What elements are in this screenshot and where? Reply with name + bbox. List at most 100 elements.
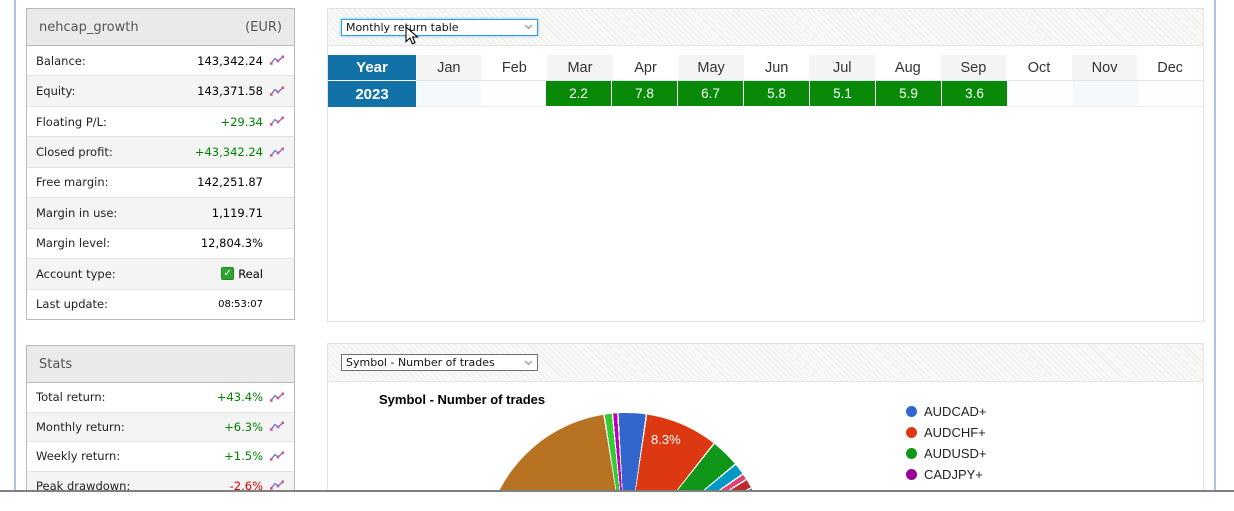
legend-dot-icon [906,468,917,480]
month-header: Jul [809,55,876,81]
account-panel-header: nehcap_growth (EUR) [27,9,294,46]
pie-chart-title: Symbol - Number of trades [379,392,546,407]
account-row-floating-pl: Floating P/L: +29.34 [27,106,294,138]
row-value: 143,342.24 [197,53,263,68]
row-value: +29.34 [220,114,263,129]
return-cell-nov [1073,81,1138,107]
account-row-free-margin: Free margin: 142,251.87 [27,167,294,199]
sparkline-chart-icon[interactable] [270,86,285,97]
row-label: Free margin: [36,175,109,190]
symbol-panel-toolbar: Symbol - Number of trades [328,344,1203,382]
legend-dot-icon [906,447,917,459]
real-account-checkbox-icon: ✓ [221,267,235,281]
account-name: nehcap_growth [39,19,139,35]
chevron-down-icon [520,359,537,366]
row-label: Weekly return: [36,449,121,464]
account-row-closed-profit: Closed profit: +43,342.24 [27,137,294,168]
row-label: Equity: [36,84,76,99]
row-label: Peak drawdown: [36,478,131,493]
row-label: Closed profit: [36,145,113,160]
legend-item-audchf[interactable]: AUDCHF+ [906,424,987,440]
row-value: 142,251.87 [197,175,263,190]
page-border-right [1214,0,1216,490]
monthly-panel-toolbar: Monthly return table [328,9,1203,46]
account-row-balance: Balance: 143,342.24 [27,46,294,77]
return-cell-sep: 3.6 [942,81,1008,107]
row-label: Monthly return: [36,419,125,434]
stats-row-weekly-return: Weekly return: +1.5% [27,442,294,472]
chart-type-select[interactable]: Symbol - Number of trades [341,354,538,371]
view-mode-select[interactable]: Monthly return table [341,18,538,36]
legend-dot-icon [906,426,917,438]
legend-label: AUDCHF+ [924,424,986,440]
stats-panel: Stats Total return: +43.4% Monthly retur… [26,345,295,511]
sparkline-chart-icon[interactable] [270,480,285,491]
month-header: Aug [875,55,941,81]
return-cell-jun: 5.8 [744,81,810,107]
row-label: Account type: [36,266,116,281]
stats-title: Stats [39,356,73,372]
year-header-cell: Year [328,55,416,81]
page-border-left [14,0,16,490]
monthly-return-panel: Monthly return table Year Jan Feb Mar Ap… [327,8,1204,322]
table-header-row: Year Jan Feb Mar Apr May Jun Jul Aug Sep… [328,55,1203,81]
pie-slice-label: 8.3% [651,432,681,447]
sparkline-chart-icon[interactable] [270,392,285,403]
stats-row-total-return: Total return: +43.4% [27,383,294,413]
row-value: +43.4% [216,390,263,405]
row-value: +1.5% [224,449,263,464]
mouse-cursor [405,25,419,50]
row-label: Total return: [36,390,106,405]
symbol-trades-panel: Symbol - Number of trades Symbol - Numbe… [327,343,1204,511]
return-cell-jul: 5.1 [810,81,876,107]
screen-below-edge [0,492,1234,511]
sparkline-chart-icon[interactable] [270,55,285,66]
screen-bottom-edge [0,490,1234,492]
table-row-2023: 2023 2.2 7.8 6.7 5.8 5.1 5.9 3.6 [328,81,1203,107]
row-value: 1,119.71 [211,205,263,220]
row-value: -2.6% [229,478,263,493]
legend-label: CADJPY+ [924,466,983,482]
select-value: Symbol - Number of trades [346,356,495,369]
account-row-account-type: Account type: ✓ Real [27,259,294,290]
row-value: 08:53:07 [218,298,263,310]
account-currency: (EUR) [245,19,282,35]
row-label: Floating P/L: [36,114,107,129]
sparkline-chart-icon[interactable] [270,421,285,432]
return-cell-aug: 5.9 [876,81,942,107]
account-panel: nehcap_growth (EUR) Balance: 143,342.24 … [26,8,295,320]
legend-item-audusd[interactable]: AUDUSD+ [906,446,987,461]
month-header: Nov [1071,55,1138,81]
sparkline-chart-icon[interactable] [270,451,285,462]
return-cell-feb [481,81,546,107]
monthly-return-table: Year Jan Feb Mar Apr May Jun Jul Aug Sep… [328,55,1203,107]
month-header: Mar [547,55,613,81]
pie-legend: AUDCAD+ AUDCHF+ AUDUSD+ CADJPY+ [906,403,987,482]
return-cell-mar: 2.2 [546,81,612,107]
stats-row-monthly-return: Monthly return: +6.3% [27,412,294,442]
month-header: Feb [481,55,548,81]
legend-label: AUDCAD+ [924,403,987,419]
row-value: 143,371.58 [197,84,263,99]
return-cell-may: 6.7 [678,81,744,107]
legend-item-audcad[interactable]: AUDCAD+ [906,403,987,419]
sparkline-chart-icon[interactable] [270,116,285,127]
return-cell-jan [416,81,481,107]
row-value: Real [238,266,263,281]
month-header: Jun [743,55,810,81]
account-row-last-update: Last update: 08:53:07 [27,289,294,319]
legend-item-cadjpy[interactable]: CADJPY+ [906,466,987,482]
account-row-equity: Equity: 143,371.58 [27,76,294,107]
chevron-down-icon [520,24,537,30]
sparkline-chart-icon[interactable] [270,147,285,158]
stats-panel-header: Stats [27,346,294,383]
row-value: 12,804.3% [200,236,263,251]
month-header: May [678,55,744,81]
row-label: Margin in use: [36,205,118,220]
return-cell-oct [1008,81,1073,107]
month-header: Oct [1006,55,1072,81]
month-header: Sep [940,55,1007,81]
select-value: Monthly return table [346,20,459,34]
return-cell-dec [1138,81,1203,107]
year-cell: 2023 [328,81,416,107]
